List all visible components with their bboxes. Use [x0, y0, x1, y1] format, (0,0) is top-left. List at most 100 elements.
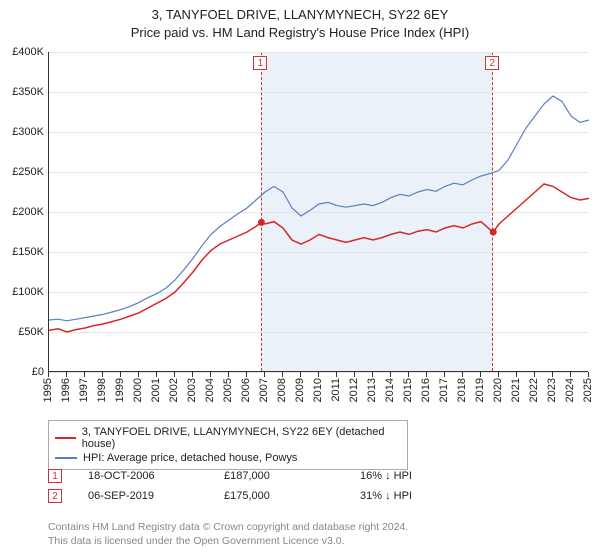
x-tick-label: 1995 [42, 378, 54, 402]
y-tick-label: £50K [2, 326, 44, 338]
x-tick-label: 1998 [96, 378, 108, 402]
annotation-date: 06-SEP-2019 [88, 490, 198, 502]
sale-marker-dot [258, 219, 265, 226]
x-tick-mark [462, 372, 463, 377]
chart: £0 £50K £100K £150K £200K £250K £300K £350K £400… [0, 44, 600, 406]
x-tick-label: 2022 [528, 378, 540, 402]
x-tick-mark [48, 372, 49, 377]
sale-marker-label: 2 [485, 56, 499, 70]
x-tick-label: 2002 [168, 378, 180, 402]
x-tick-mark [120, 372, 121, 377]
series-path [49, 184, 589, 332]
x-tick-mark [156, 372, 157, 377]
x-tick-mark [84, 372, 85, 377]
x-tick-label: 2000 [132, 378, 144, 402]
x-tick-mark [552, 372, 553, 377]
x-tick-label: 2014 [384, 378, 396, 402]
sale-marker-dot [490, 229, 497, 236]
title-block: 3, TANYFOEL DRIVE, LLANYMYNECH, SY22 6EY… [0, 0, 600, 41]
x-tick-label: 2008 [276, 378, 288, 402]
x-tick-label: 2005 [222, 378, 234, 402]
footer: Contains HM Land Registry data © Crown c… [48, 520, 588, 548]
annotation-diff: 31% ↓ HPI [360, 490, 470, 502]
chart-svg [49, 52, 588, 371]
x-tick-label: 2021 [510, 378, 522, 402]
x-tick-label: 1997 [78, 378, 90, 402]
legend-label-property: 3, TANYFOEL DRIVE, LLANYMYNECH, SY22 6EY… [82, 426, 401, 450]
y-tick-label: £150K [2, 246, 44, 258]
x-tick-label: 2009 [294, 378, 306, 402]
x-tick-label: 1999 [114, 378, 126, 402]
x-tick-label: 2012 [348, 378, 360, 402]
y-tick-label: £250K [2, 166, 44, 178]
annotation-price: £175,000 [224, 490, 334, 502]
x-tick-mark [138, 372, 139, 377]
x-tick-mark [354, 372, 355, 377]
x-tick-mark [426, 372, 427, 377]
x-tick-label: 2015 [402, 378, 414, 402]
annotation-price: £187,000 [224, 470, 334, 482]
x-tick-mark [228, 372, 229, 377]
annotation-date: 18-OCT-2006 [88, 470, 198, 482]
x-tick-mark [246, 372, 247, 377]
x-tick-mark [336, 372, 337, 377]
annotation-row: 1 18-OCT-2006 £187,000 16% ↓ HPI [48, 466, 588, 486]
legend-label-hpi: HPI: Average price, detached house, Powy… [83, 452, 297, 464]
x-tick-mark [282, 372, 283, 377]
y-tick-label: £350K [2, 86, 44, 98]
y-tick-label: £400K [2, 46, 44, 58]
series-path [49, 96, 589, 321]
annotation-table: 1 18-OCT-2006 £187,000 16% ↓ HPI 2 06-SEP-201… [48, 466, 588, 506]
x-tick-mark [534, 372, 535, 377]
footer-line-2: This data is licensed under the Open Gov… [48, 534, 588, 548]
x-tick-mark [174, 372, 175, 377]
x-tick-label: 2003 [186, 378, 198, 402]
x-tick-label: 2017 [438, 378, 450, 402]
x-tick-mark [264, 372, 265, 377]
plot-area [48, 52, 588, 372]
title-line-2: Price paid vs. HM Land Registry's House … [0, 24, 600, 42]
x-tick-mark [480, 372, 481, 377]
legend-swatch-hpi [55, 457, 77, 459]
x-tick-label: 2020 [492, 378, 504, 402]
x-tick-label: 2007 [258, 378, 270, 402]
annotation-diff: 16% ↓ HPI [360, 470, 470, 482]
x-tick-label: 1996 [60, 378, 72, 402]
annotation-row: 2 06-SEP-2019 £175,000 31% ↓ HPI [48, 486, 588, 506]
x-tick-label: 2004 [204, 378, 216, 402]
x-tick-label: 2006 [240, 378, 252, 402]
x-tick-mark [192, 372, 193, 377]
annotation-marker: 2 [48, 489, 62, 503]
sale-marker-label: 1 [253, 56, 267, 70]
x-tick-label: 2024 [564, 378, 576, 402]
x-tick-label: 2023 [546, 378, 558, 402]
x-tick-mark [570, 372, 571, 377]
footer-line-1: Contains HM Land Registry data © Crown c… [48, 520, 588, 534]
annotation-marker: 1 [48, 469, 62, 483]
x-tick-mark [444, 372, 445, 377]
x-tick-label: 2019 [474, 378, 486, 402]
x-tick-mark [66, 372, 67, 377]
y-tick-label: £300K [2, 126, 44, 138]
x-tick-mark [498, 372, 499, 377]
x-tick-label: 2011 [330, 378, 342, 402]
x-tick-mark [210, 372, 211, 377]
title-line-1: 3, TANYFOEL DRIVE, LLANYMYNECH, SY22 6EY [0, 6, 600, 24]
y-tick-label: £0 [2, 366, 44, 378]
y-tick-label: £200K [2, 206, 44, 218]
legend-swatch-property [55, 437, 76, 439]
x-tick-label: 2018 [456, 378, 468, 402]
legend-item-hpi: HPI: Average price, detached house, Powy… [55, 451, 401, 465]
x-tick-label: 2001 [150, 378, 162, 402]
x-tick-mark [588, 372, 589, 377]
x-tick-label: 2016 [420, 378, 432, 402]
x-tick-label: 2025 [582, 378, 594, 402]
x-tick-mark [516, 372, 517, 377]
x-tick-label: 2010 [312, 378, 324, 402]
x-tick-mark [318, 372, 319, 377]
y-tick-label: £100K [2, 286, 44, 298]
x-tick-mark [102, 372, 103, 377]
x-tick-mark [372, 372, 373, 377]
legend-item-property: 3, TANYFOEL DRIVE, LLANYMYNECH, SY22 6EY… [55, 425, 401, 451]
legend: 3, TANYFOEL DRIVE, LLANYMYNECH, SY22 6EY… [48, 420, 408, 470]
